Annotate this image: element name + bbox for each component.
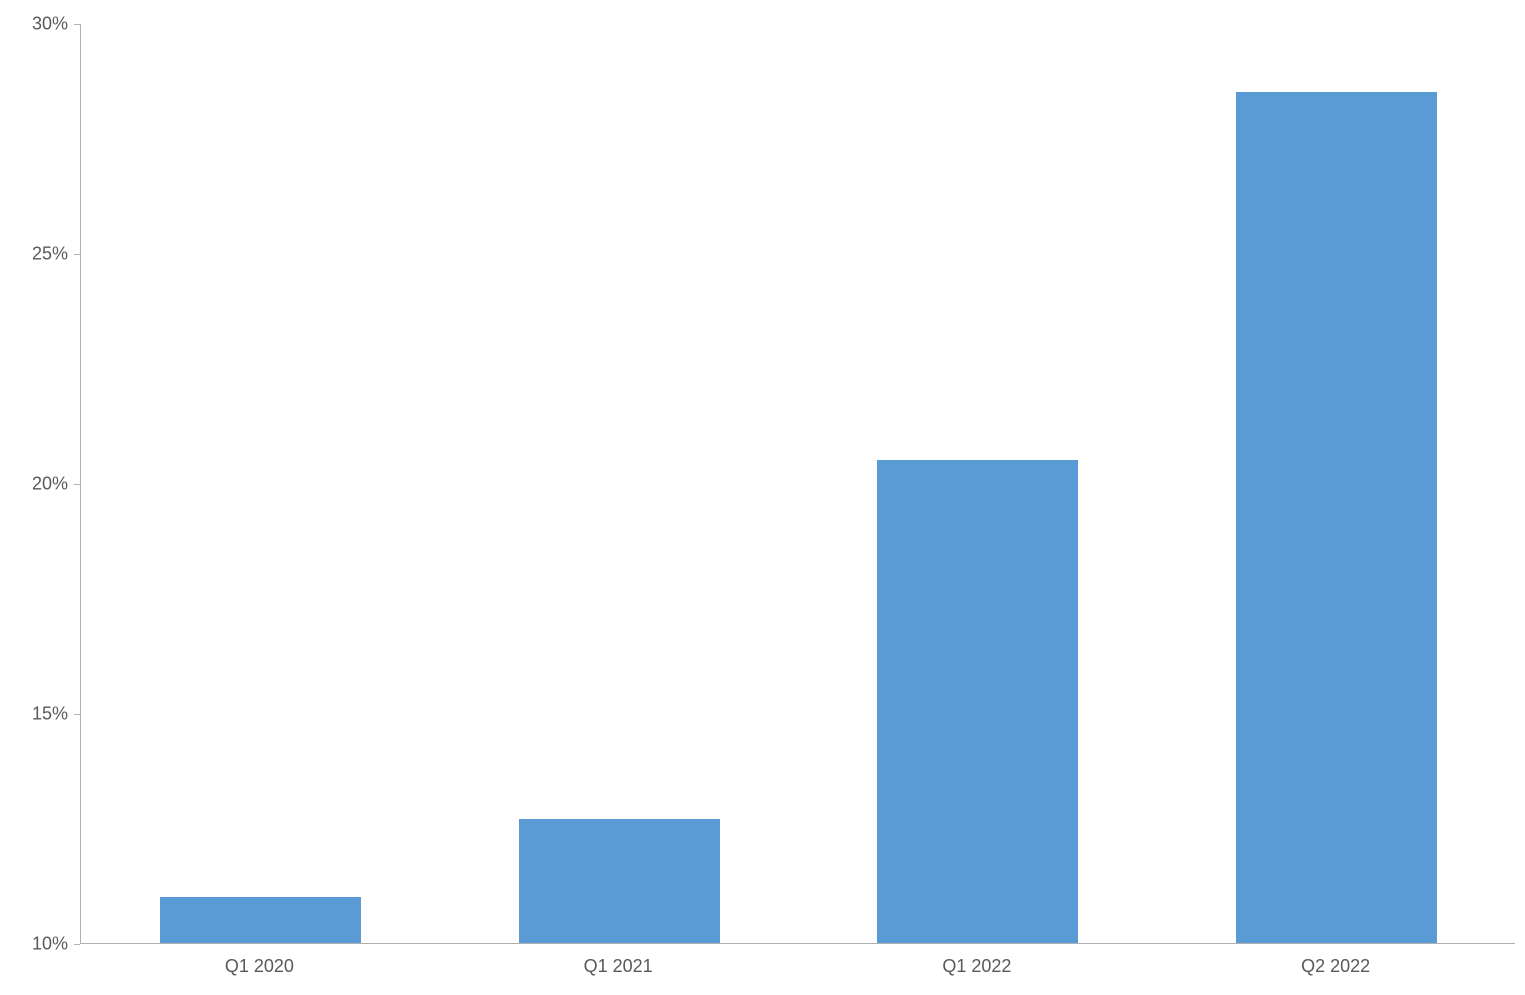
bar <box>160 897 361 943</box>
y-tick-mark <box>74 714 80 715</box>
y-tick-label: 25% <box>0 244 68 265</box>
y-tick-mark <box>74 484 80 485</box>
chart-container: 10% 15% 20% 25% 30% Q1 2020 Q1 2021 Q1 2022 Q2 2… <box>0 0 1525 995</box>
y-tick-label: 30% <box>0 14 68 35</box>
y-tick-mark <box>74 254 80 255</box>
x-tick-label: Q1 2020 <box>225 956 294 977</box>
x-tick-label: Q1 2021 <box>584 956 653 977</box>
bar <box>1236 92 1437 943</box>
bar <box>877 460 1078 943</box>
plot-area <box>80 24 1515 944</box>
y-tick-label: 10% <box>0 934 68 955</box>
y-tick-label: 20% <box>0 474 68 495</box>
x-tick-label: Q2 2022 <box>1301 956 1370 977</box>
x-tick-label: Q1 2022 <box>942 956 1011 977</box>
y-tick-mark <box>74 24 80 25</box>
y-tick-label: 15% <box>0 704 68 725</box>
y-tick-mark <box>74 944 80 945</box>
bar <box>519 819 720 943</box>
